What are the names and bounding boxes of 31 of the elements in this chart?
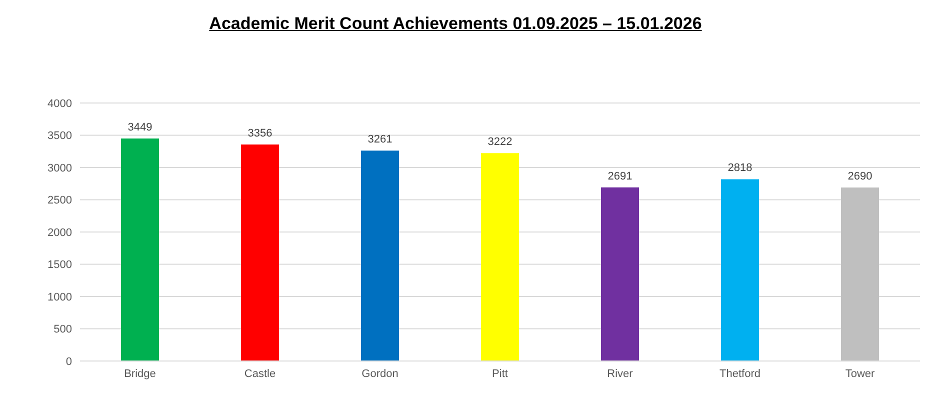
data-label: 3449	[128, 122, 152, 134]
data-label: 2818	[728, 162, 752, 174]
x-tick-label: Tower	[845, 368, 876, 380]
data-label: 2691	[608, 170, 632, 182]
y-tick-label: 2000	[48, 226, 72, 239]
bar	[241, 144, 279, 361]
x-tick-label: Castle	[244, 368, 276, 380]
data-label: 2690	[848, 170, 872, 182]
y-tick-label: 1500	[48, 259, 72, 272]
bar	[361, 150, 399, 361]
y-tick-label: 4000	[48, 98, 72, 110]
x-tick-label: Thetford	[720, 368, 760, 380]
y-tick-label: 3500	[48, 130, 72, 142]
y-tick-label: 2500	[48, 194, 72, 207]
y-tick-label: 0	[66, 356, 72, 368]
bar	[841, 187, 879, 361]
data-label: 3222	[488, 136, 512, 148]
data-label: 3261	[368, 134, 392, 146]
x-tick-label: Bridge	[124, 368, 156, 380]
bar	[721, 179, 759, 361]
x-tick-label: River	[607, 368, 634, 380]
y-tick-label: 1000	[48, 291, 72, 304]
y-tick-label: 500	[54, 324, 72, 336]
x-tick-label: Gordon	[362, 368, 398, 380]
chart-title: Academic Merit Count Achievements 01.09.2025 – 15.01.2026	[208, 14, 703, 34]
y-tick-label: 3000	[48, 162, 72, 174]
x-tick-label: Pitt	[492, 368, 508, 380]
bar	[121, 138, 159, 361]
bar	[601, 187, 639, 361]
data-label: 3356	[248, 128, 272, 140]
bar	[481, 153, 519, 361]
